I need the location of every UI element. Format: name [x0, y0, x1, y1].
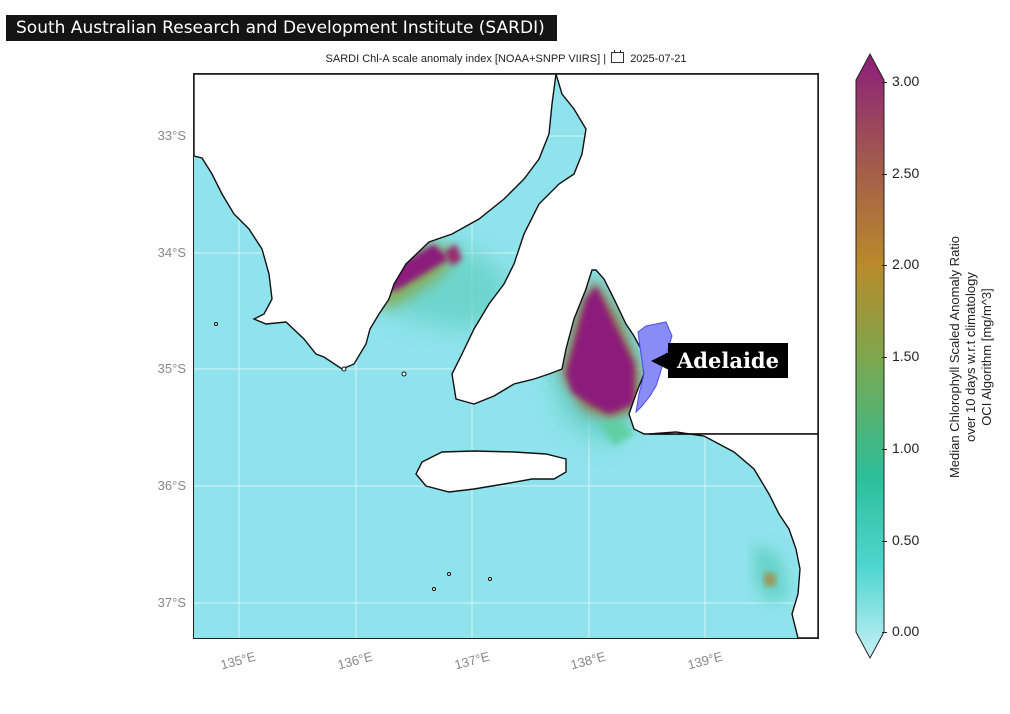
map-date: 2025-07-21 — [630, 53, 687, 65]
lat-tick-35: 35°S — [157, 361, 186, 376]
colorbar — [852, 50, 892, 662]
lon-tick-138: 138°E — [568, 648, 608, 673]
city-label-pointer — [651, 352, 669, 370]
lon-tick-135: 135°E — [218, 648, 258, 673]
colorbar-tick-0.00: 0.00 — [892, 623, 920, 639]
colorbar-tick-0.50: 0.50 — [892, 532, 920, 548]
map-title: SARDI Chl-A scale anomaly index [NOAA+SN… — [200, 50, 812, 65]
colorbar-tick-1.00: 1.00 — [892, 440, 920, 456]
lat-tick-37: 37°S — [157, 595, 186, 610]
southeast-anomaly — [754, 544, 789, 604]
colorbar-label-line-1: Median Chlorophyll Scaled Anomaly Ratio — [947, 235, 962, 479]
city-label-adelaide: Adelaide — [668, 343, 788, 378]
land-southeast — [648, 431, 818, 638]
lat-tick-34: 34°S — [157, 245, 186, 260]
colorbar-tick-2.50: 2.50 — [892, 165, 920, 181]
land-mainland-west — [194, 74, 557, 370]
colorbar-tick-3.00: 3.00 — [892, 73, 920, 89]
lat-tick-36: 36°S — [157, 478, 186, 493]
calendar-icon — [611, 50, 625, 63]
spencer-gulf-anomaly — [372, 242, 514, 329]
colorbar-tick-2.00: 2.00 — [892, 256, 920, 272]
lon-tick-139: 139°E — [685, 648, 725, 673]
lat-tick-33: 33°S — [157, 128, 186, 143]
colorbar-label-line-3: OCI Algorithm [mg/m^3] — [979, 288, 994, 426]
map-panel[interactable] — [193, 73, 819, 639]
colorbar-svg — [855, 52, 885, 660]
map-title-text: SARDI Chl-A scale anomaly index [NOAA+SN… — [325, 53, 607, 65]
colorbar-tick-1.50: 1.50 — [892, 348, 920, 364]
land-kangaroo-island — [415, 450, 567, 493]
lon-tick-136: 136°E — [335, 648, 375, 673]
lon-tick-137: 137°E — [452, 648, 492, 673]
small-islands — [214, 322, 492, 591]
colorbar-label-line-2: over 10 days w.r.t climatology — [963, 272, 978, 442]
source-banner: South Australian Research and Developmen… — [6, 15, 557, 41]
